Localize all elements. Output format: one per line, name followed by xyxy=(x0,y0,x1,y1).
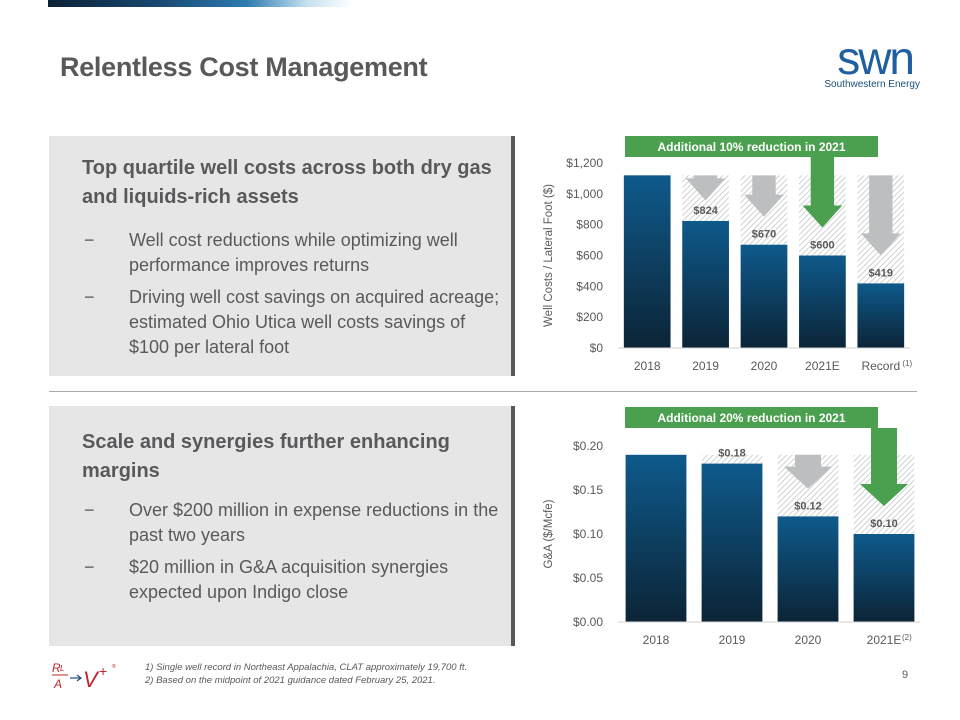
swn-logo: swn xyxy=(837,36,915,84)
x-tick-footnote: (2) xyxy=(902,633,912,642)
svg-text:®: ® xyxy=(112,663,116,670)
green-down-arrow-icon xyxy=(860,428,908,506)
x-tick-label: 2018 xyxy=(634,359,661,373)
x-tick-label: 2021E xyxy=(805,359,840,373)
x-tick-footnote: (1) xyxy=(902,359,912,368)
gray-down-arrow-icon xyxy=(784,454,832,489)
bullet-list: − Over $200 million in expense reduction… xyxy=(82,498,502,612)
gray-down-arrow-icon xyxy=(860,175,901,256)
x-tick-label: 2019 xyxy=(692,359,719,373)
y-tick-label: $200 xyxy=(576,310,603,324)
chart-banner-label: Additional 20% reduction in 2021 xyxy=(657,411,845,425)
data-label: $0.10 xyxy=(870,518,898,530)
y-tick-label: $400 xyxy=(576,279,603,293)
section-divider xyxy=(49,391,917,392)
bullet-text: $20 million in G&A acquisition synergies… xyxy=(129,557,449,602)
bullet-dash: − xyxy=(84,557,95,577)
data-label: $600 xyxy=(810,240,834,252)
bullet-dash: − xyxy=(84,230,95,250)
x-tick-label: Record xyxy=(861,359,900,373)
bar xyxy=(625,454,687,622)
svg-text:R: R xyxy=(52,661,61,675)
data-label: $0.12 xyxy=(794,500,822,512)
data-label: $824 xyxy=(693,205,718,217)
data-label: $0.18 xyxy=(718,448,746,460)
footnotes: 1) Single well record in Northeast Appal… xyxy=(145,661,467,687)
y-tick-label: $1,200 xyxy=(566,156,603,170)
bullet-dash: − xyxy=(84,500,95,520)
bar xyxy=(857,283,905,348)
y-tick-label: $800 xyxy=(576,218,603,232)
y-axis-label: Well Costs / Lateral Foot ($) xyxy=(543,184,555,327)
y-tick-label: $1,000 xyxy=(566,187,603,201)
data-label: $670 xyxy=(752,229,776,241)
bar xyxy=(777,516,839,622)
y-tick-label: $0.10 xyxy=(573,527,603,541)
bullet-item: − Over $200 million in expense reduction… xyxy=(82,498,502,548)
y-tick-label: $0.20 xyxy=(573,439,603,453)
bullet-item: − Driving well cost savings on acquired … xyxy=(82,285,502,360)
header-accent-bar xyxy=(48,0,353,7)
bullet-text: Well cost reductions while optimizing we… xyxy=(129,230,458,275)
logo-company-name: Southwestern Energy xyxy=(824,79,920,90)
bullet-list: − Well cost reductions while optimizing … xyxy=(82,228,502,367)
svg-text:A: A xyxy=(53,677,62,691)
panel-heading: Scale and synergies further enhancing ma… xyxy=(82,431,450,482)
data-label: $419 xyxy=(869,267,893,279)
bar xyxy=(623,175,671,348)
synergies-panel: Scale and synergies further enhancing ma… xyxy=(49,406,515,646)
bar xyxy=(701,463,763,622)
svg-text:+: + xyxy=(99,663,107,679)
well-costs-panel: Top quartile well costs across both dry … xyxy=(49,136,515,376)
chart-banner-label: Additional 10% reduction in 2021 xyxy=(657,140,845,154)
well-cost-bar-chart: Additional 10% reduction in 2021 Well Cos… xyxy=(543,136,913,373)
y-tick-label: $0.05 xyxy=(573,571,603,585)
bar xyxy=(799,255,846,348)
page-number: 9 xyxy=(902,669,909,681)
y-tick-label: $0 xyxy=(590,341,604,355)
bar xyxy=(853,534,915,622)
panel-heading: Top quartile well costs across both dry … xyxy=(82,157,492,208)
bar xyxy=(682,220,729,348)
chart-banner xyxy=(625,136,878,157)
svg-text:L: L xyxy=(60,664,64,673)
y-axis-label: G&A ($/Mcfe) xyxy=(543,499,555,568)
x-tick-label: 2019 xyxy=(719,633,746,647)
page-title: Relentless Cost Management xyxy=(60,52,428,82)
bullet-dash: − xyxy=(84,287,95,307)
bullet-text: Driving well cost savings on acquired ac… xyxy=(129,287,500,357)
gray-down-arrow-icon xyxy=(685,175,726,201)
rav-plus-logo: R L A V + ® xyxy=(52,661,116,692)
svg-text:V: V xyxy=(83,667,100,692)
green-down-arrow-icon xyxy=(802,157,843,228)
bullet-item: − $20 million in G&A acquisition synergi… xyxy=(82,555,502,605)
bullet-item: − Well cost reductions while optimizing … xyxy=(82,228,502,278)
footnote-1: 1) Single well record in Northeast Appal… xyxy=(145,662,468,673)
x-tick-label: 2020 xyxy=(795,633,822,647)
gray-down-arrow-icon xyxy=(744,175,784,217)
chart-banner xyxy=(625,407,878,428)
y-tick-label: $0.00 xyxy=(573,615,603,629)
y-tick-label: $0.15 xyxy=(573,483,603,497)
footnote-2: 2) Based on the midpoint of 2021 guidanc… xyxy=(145,675,436,686)
x-tick-label: 2021E xyxy=(867,633,902,647)
x-tick-label: 2020 xyxy=(751,359,778,373)
x-tick-label: 2018 xyxy=(643,633,670,647)
logo-mark: swn xyxy=(837,36,913,84)
ga-cost-bar-chart: Additional 20% reduction in 2021 G&A ($/M… xyxy=(543,407,920,647)
reduction-hatch xyxy=(701,454,763,464)
y-tick-label: $600 xyxy=(576,249,603,263)
bullet-text: Over $200 million in expense reductions … xyxy=(129,500,499,545)
bar xyxy=(740,244,788,348)
